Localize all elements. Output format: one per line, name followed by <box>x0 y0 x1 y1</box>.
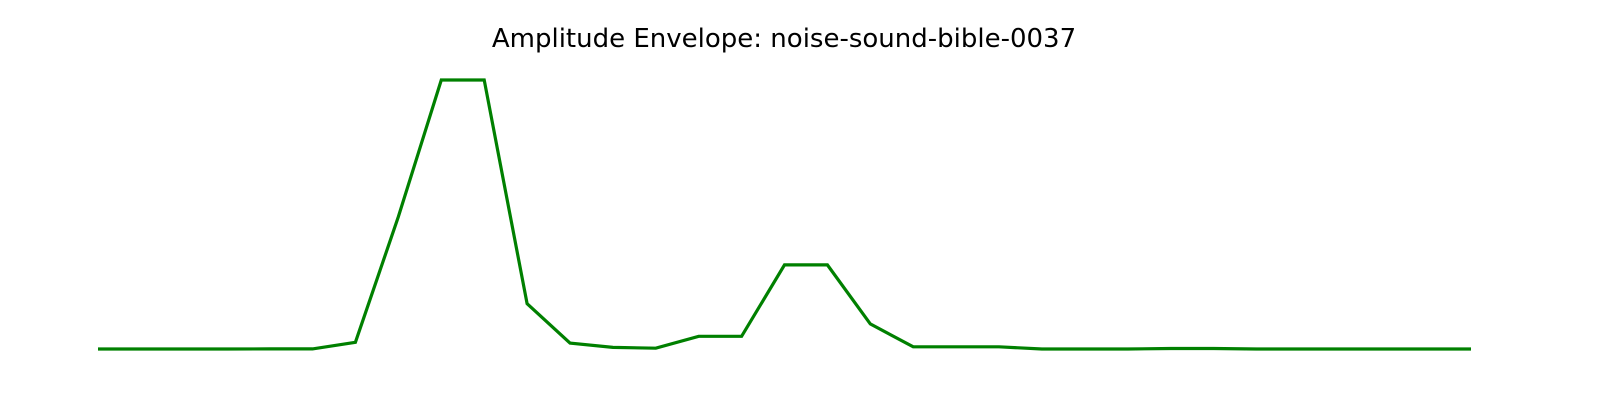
envelope-line-series-0 <box>98 78 1471 351</box>
chart-title: Amplitude Envelope: noise-sound-bible-00… <box>491 24 1077 54</box>
